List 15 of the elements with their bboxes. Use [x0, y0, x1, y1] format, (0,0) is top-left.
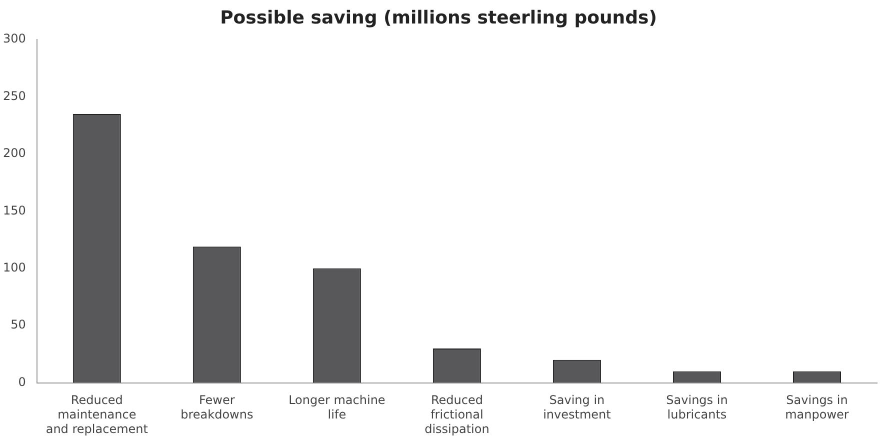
y-tick-label: 50	[10, 318, 26, 332]
y-tick-label: 100	[3, 260, 26, 275]
y-tick-label: 200	[3, 146, 26, 160]
y-tick-label: 250	[3, 88, 26, 103]
x-tick-label: Fewer breakdowns	[180, 393, 254, 422]
x-tick-label: Reduced frictional dissipation	[424, 393, 490, 436]
y-tick-label: 0	[18, 374, 26, 389]
x-tick-label: Savings in manpower	[785, 393, 849, 422]
x-tick-label: Saving in investment	[543, 393, 612, 422]
x-tick-label: Savings in lubricants	[666, 393, 728, 422]
x-tick-label: Longer machine life	[288, 393, 386, 422]
y-tick-label: 300	[3, 32, 26, 46]
chart-title: Possible saving (millions steerling pounds)	[220, 7, 657, 28]
y-tick-label: 150	[3, 203, 26, 218]
x-tick-label: Reduced maintenance and replacement	[46, 393, 148, 436]
